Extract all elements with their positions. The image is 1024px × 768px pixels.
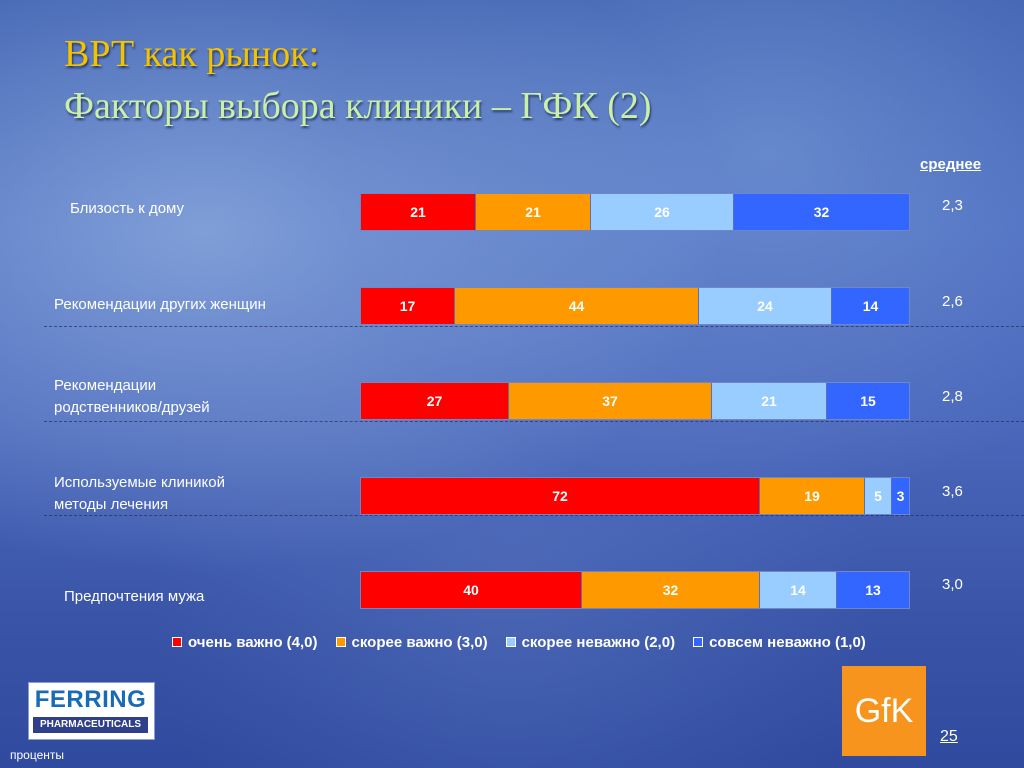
bar-segment: 37 (509, 383, 712, 419)
bar-segment: 17 (361, 288, 455, 324)
bar-value-label: 37 (602, 393, 618, 409)
average-value: 2,8 (942, 388, 963, 405)
category-label: Близость к дому (70, 200, 185, 217)
bar-value-label: 26 (654, 204, 670, 220)
row-separator (44, 421, 1024, 422)
average-value: 3,0 (942, 576, 963, 593)
bar-segment: 5 (865, 478, 892, 514)
bar-row: 72 19 5 3 (360, 477, 910, 515)
bar-value-label: 14 (862, 298, 879, 314)
bar-segment: 19 (760, 478, 865, 514)
bar-segment: 24 (699, 288, 832, 324)
average-value: 2,3 (942, 197, 963, 214)
legend-label: совсем неважно (1,0) (709, 633, 866, 651)
ferring-logo-subtitle: PHARMACEUTICALS (33, 717, 148, 733)
bar-value-label: 27 (426, 393, 443, 409)
row-separator (44, 515, 1024, 516)
bar-segment: 3 (892, 478, 909, 514)
legend-swatch (505, 637, 516, 647)
category-label: родственников/друзей (54, 399, 210, 416)
bar-value-label: 21 (525, 204, 541, 220)
bar-segment: 40 (361, 572, 582, 608)
legend-label: очень важно (4,0) (188, 633, 318, 651)
bar-value-label: 15 (860, 393, 876, 409)
bar-value-label: 17 (399, 298, 416, 314)
category-label: Рекомендации (54, 377, 157, 394)
bar-segment: 14 (760, 572, 837, 608)
legend-entry: совсем неважно (1,0) (693, 632, 866, 652)
ferring-logo-wordmark: FERRING (33, 686, 148, 713)
bar-value-label: 72 (552, 488, 568, 504)
slide-title: ВРТ как рынок: (64, 33, 320, 75)
average-column-header: среднее (920, 156, 982, 173)
bar-value-label: 32 (813, 204, 830, 220)
bar-row: 40 32 14 13 (360, 571, 910, 609)
category-label: Используемые клиникой (54, 474, 225, 491)
bar-row: 21 21 26 32 (360, 193, 910, 231)
bar-segment: 21 (476, 194, 591, 230)
category-label: методы лечения (54, 496, 169, 513)
bar-segment: 13 (837, 572, 909, 608)
legend-entry: скорее неважно (2,0) (505, 632, 676, 652)
chart-legend: очень важно (4,0) скорее важно (3,0) скоре… (172, 632, 972, 652)
row-separator (44, 326, 1024, 327)
bar-value-label: 21 (410, 204, 426, 220)
bar-segment: 21 (361, 194, 476, 230)
legend-swatch (693, 637, 704, 647)
bar-row: 17 44 24 14 (360, 287, 910, 325)
bar-value-label: 44 (568, 298, 585, 314)
bar-value-label: 5 (874, 488, 882, 504)
bar-segment: 15 (827, 383, 909, 419)
bar-segment: 32 (734, 194, 909, 230)
bar-segment: 44 (455, 288, 699, 324)
bar-segment: 21 (712, 383, 827, 419)
legend-swatch (335, 637, 346, 647)
bar-value-label: 3 (896, 488, 905, 504)
legend-label: скорее неважно (2,0) (521, 633, 676, 651)
gfk-logo: GfK (842, 666, 926, 756)
units-footnote: проценты (10, 748, 65, 762)
legend-entry: очень важно (4,0) (172, 632, 318, 652)
bar-row: 27 37 21 15 (360, 382, 910, 420)
bar-value-label: 32 (662, 582, 679, 598)
legend-swatch (172, 637, 182, 647)
bar-value-label: 21 (761, 393, 777, 409)
bar-value-label: 13 (865, 582, 881, 598)
bar-segment: 32 (582, 572, 760, 608)
legend-label: скорее важно (3,0) (351, 633, 488, 651)
category-label: Предпочтения мужа (64, 588, 205, 605)
legend-entry: скорее важно (3,0) (335, 632, 488, 652)
bar-value-label: 24 (757, 298, 773, 314)
bar-segment: 26 (591, 194, 734, 230)
average-value: 3,6 (942, 483, 963, 500)
ferring-logo: FERRING PHARMACEUTICALS (28, 682, 155, 740)
bar-segment: 14 (832, 288, 909, 324)
bar-value-label: 14 (790, 582, 806, 598)
category-label: Рекомендации других женщин (54, 296, 266, 313)
bar-value-label: 40 (463, 582, 479, 598)
average-value: 2,6 (942, 293, 963, 310)
bar-value-label: 19 (804, 488, 820, 504)
bar-segment: 27 (361, 383, 509, 419)
page-number: 25 (940, 728, 958, 745)
slide-subtitle: Факторы выбора клиники – ГФК (2) (64, 85, 652, 127)
bar-segment: 72 (361, 478, 760, 514)
